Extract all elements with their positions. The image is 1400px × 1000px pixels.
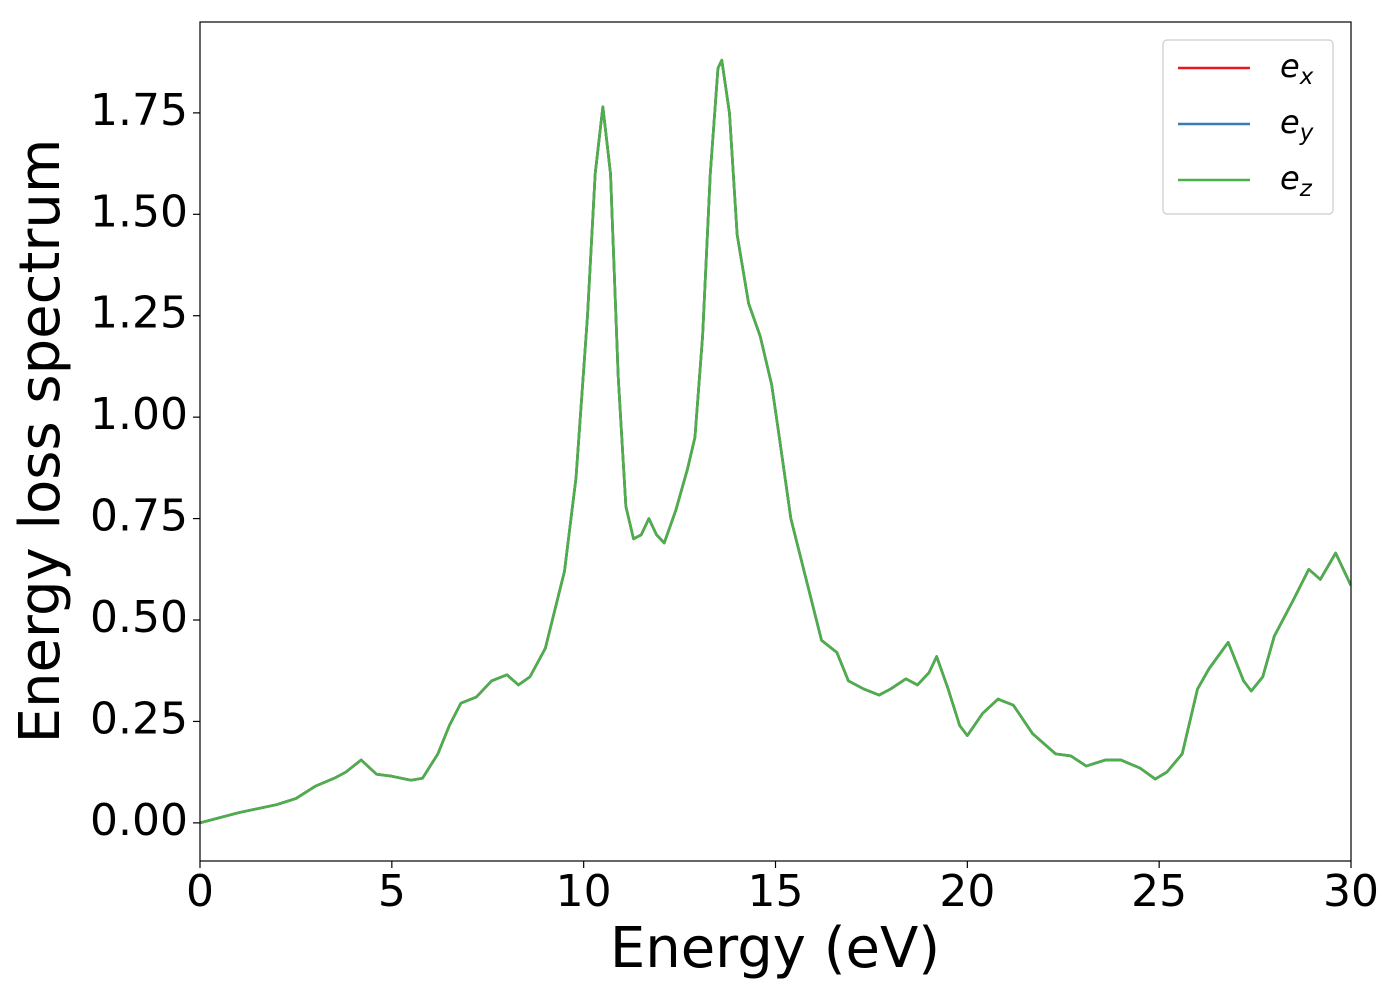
x-tick-label: 10 — [556, 866, 612, 917]
legend-label: ex — [1280, 47, 1314, 90]
x-tick-label: 30 — [1323, 866, 1379, 917]
y-tick-label: 0.75 — [90, 491, 188, 542]
plot-lines — [200, 58, 1351, 825]
y-tick-label: 1.25 — [90, 288, 188, 339]
x-tick-label: 5 — [378, 866, 406, 917]
legend-label: ey — [1280, 103, 1314, 146]
x-tick-label: 0 — [186, 866, 214, 917]
y-tick-label: 1.50 — [90, 186, 188, 237]
series-line — [200, 58, 1351, 825]
x-axis-label: Energy (eV) — [610, 916, 940, 981]
y-tick-label: 0.00 — [90, 795, 188, 846]
y-tick-label: 1.75 — [90, 85, 188, 136]
y-tick-label: 1.00 — [90, 389, 188, 440]
y-tick-label: 0.25 — [90, 693, 188, 744]
y-tick-label: 0.50 — [90, 592, 188, 643]
x-tick-label: 20 — [939, 866, 995, 917]
y-axis-label: Energy loss spectrum — [8, 139, 73, 744]
legend-label: ez — [1280, 159, 1313, 202]
x-tick-label: 15 — [748, 866, 804, 917]
x-tick-label: 25 — [1131, 866, 1187, 917]
legend-box — [1162, 39, 1334, 215]
